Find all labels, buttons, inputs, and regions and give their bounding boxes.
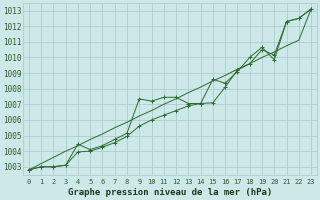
X-axis label: Graphe pression niveau de la mer (hPa): Graphe pression niveau de la mer (hPa) [68, 188, 272, 197]
